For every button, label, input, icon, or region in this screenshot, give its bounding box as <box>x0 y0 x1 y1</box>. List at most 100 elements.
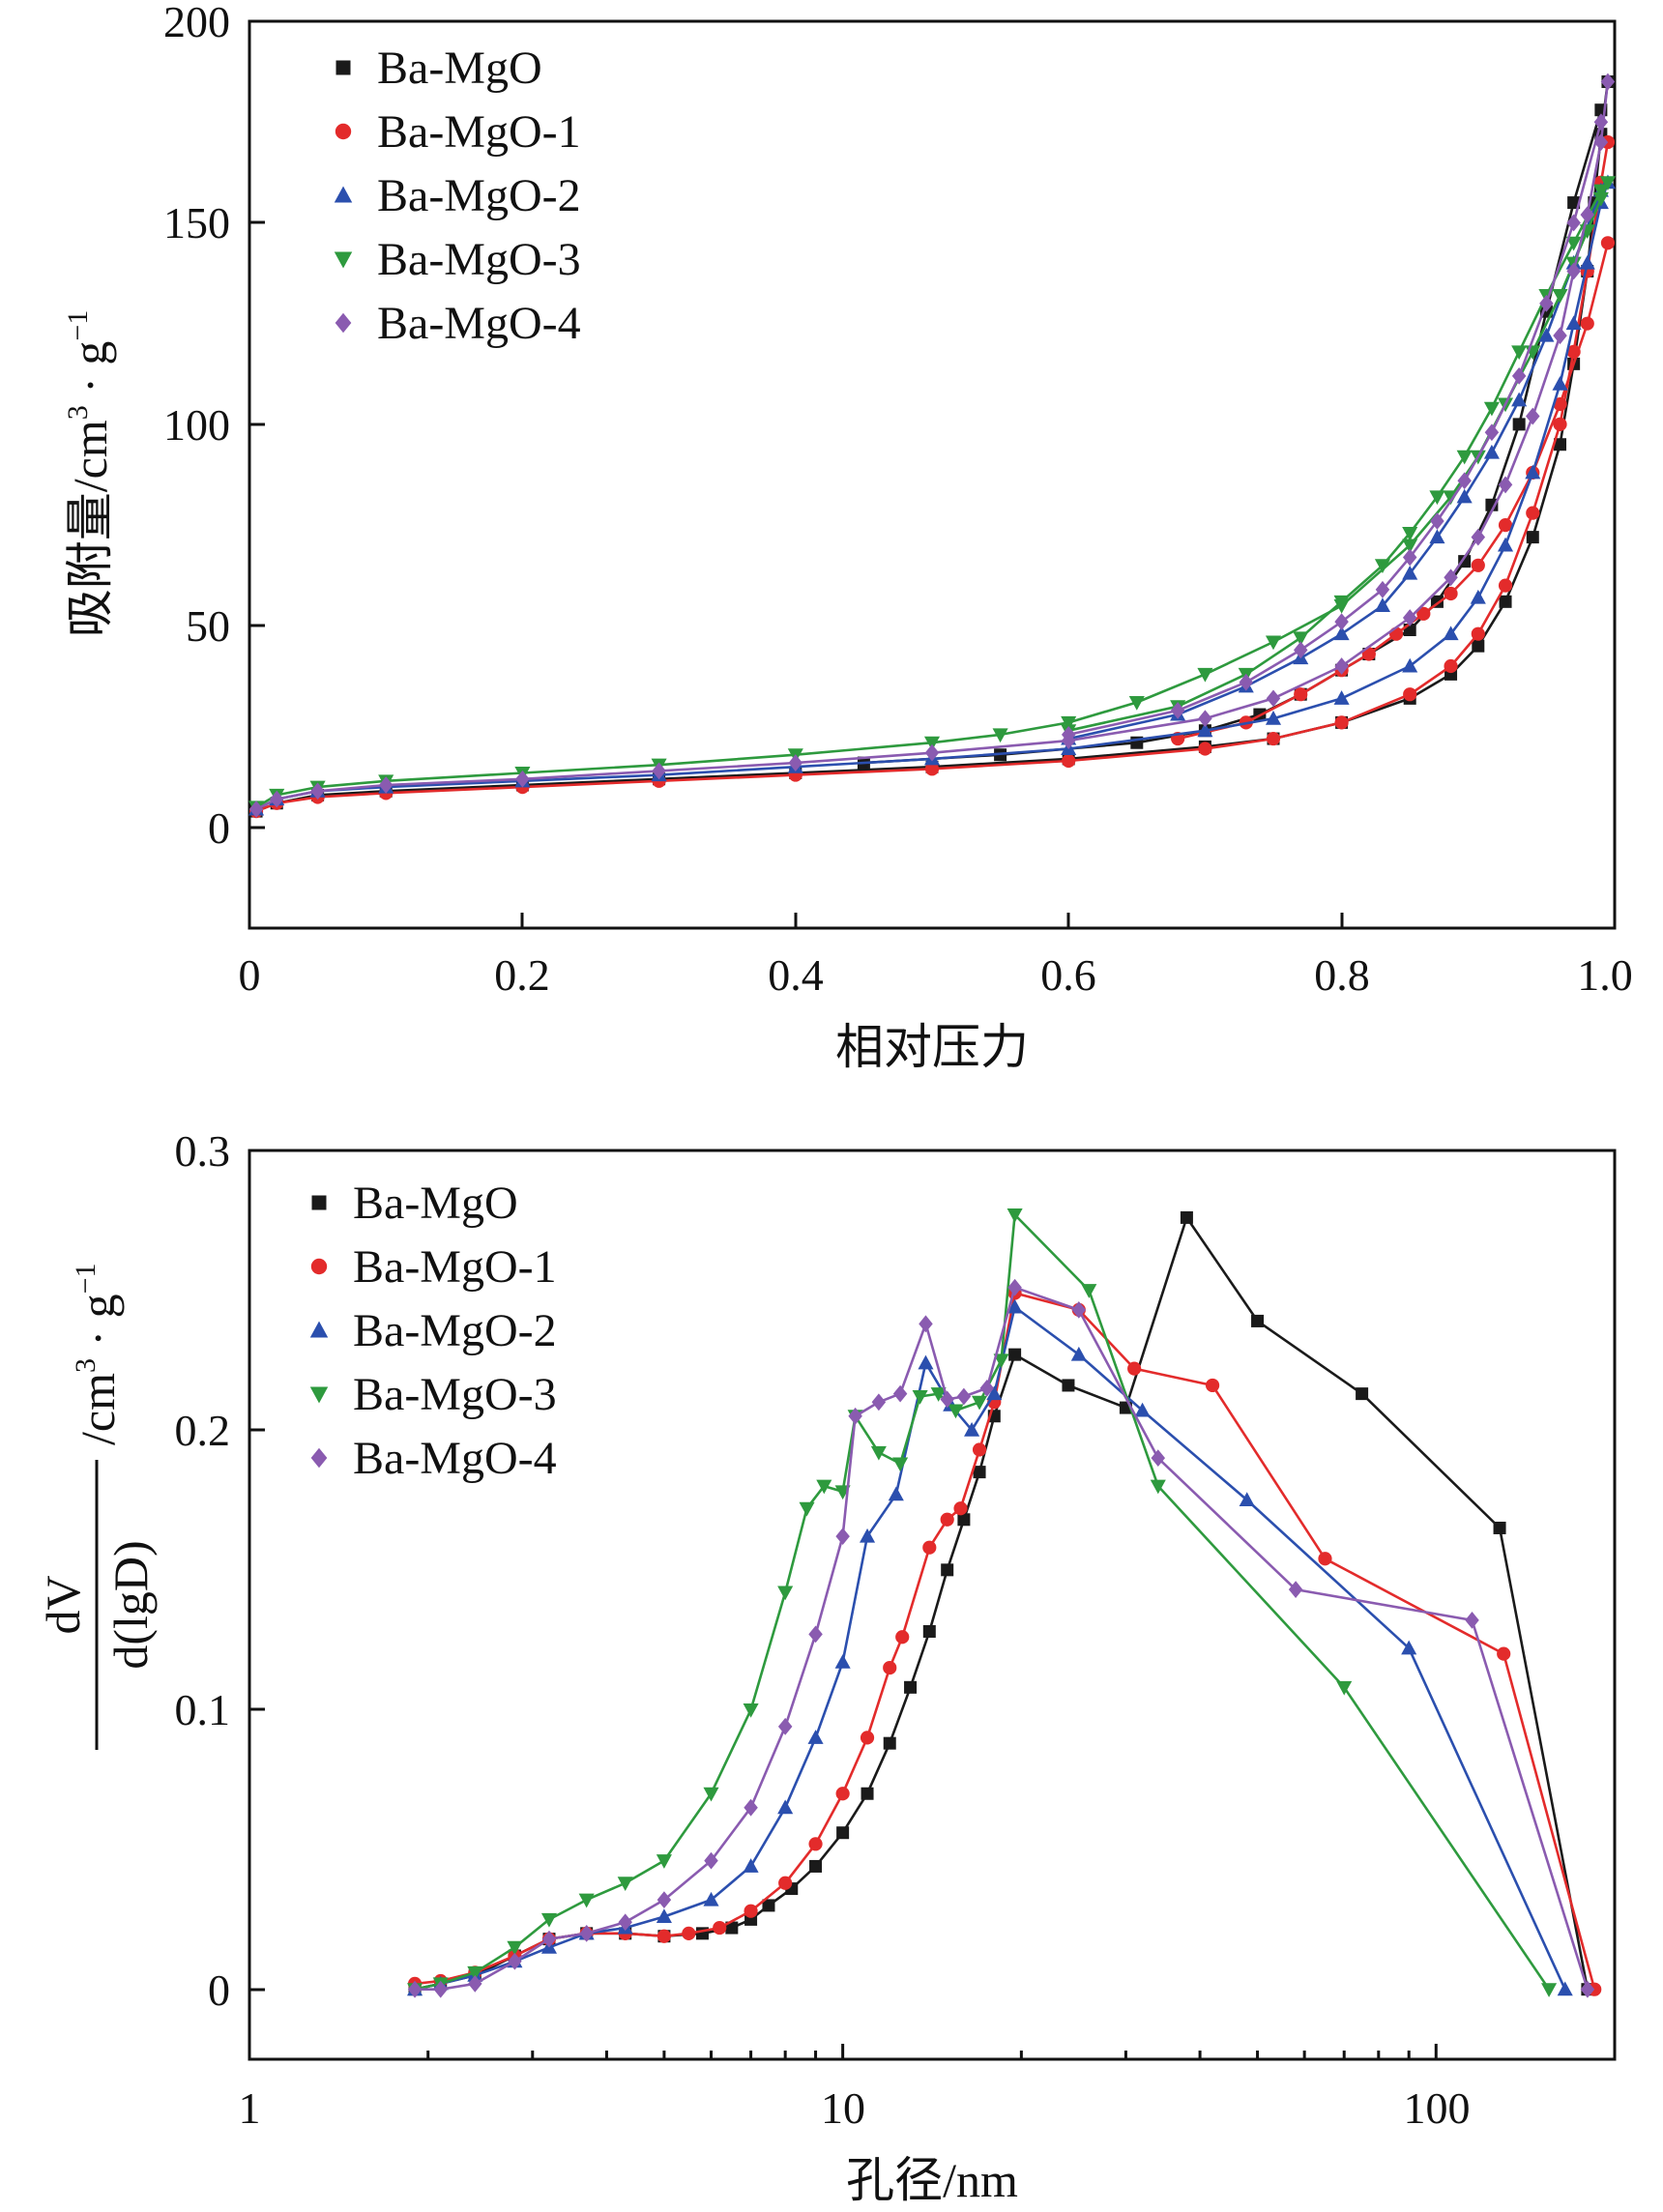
isotherm-adsorption-line-ba-mgo-1 <box>255 141 1610 813</box>
pore-line-ba-mgo-2 <box>414 1305 1566 1991</box>
pore-series-ba-mgo-4 <box>407 1278 1595 1998</box>
pore-point-ba-mgo-2 <box>1070 1346 1087 1361</box>
isotherm-legend-label: Ba-MgO-4 <box>377 298 581 349</box>
pore-point-ba-mgo-2 <box>834 1654 851 1669</box>
pore-series-ba-mgo <box>408 1210 1594 1996</box>
isotherm-point-ba-mgo-3 <box>1293 631 1309 647</box>
pore-point-ba-mgo-3 <box>617 1877 633 1892</box>
isotherm-point-ba-mgo-4 <box>1375 580 1390 598</box>
isotherm-adsorption-line-ba-mgo-4 <box>255 81 1610 811</box>
isotherm-x-ticks <box>248 913 1617 928</box>
pore-y-axis-frac-top: dV <box>36 1575 90 1634</box>
isotherm-point-ba-mgo-4 <box>1566 214 1581 232</box>
isotherm-legend-label: Ba-MgO <box>377 43 542 94</box>
pore-point-ba-mgo-3 <box>540 1912 558 1928</box>
pore-legend-marker-ba-mgo <box>311 1195 327 1210</box>
pore-point-ba-mgo-4 <box>940 1390 954 1409</box>
pore-y-ticks <box>249 1149 265 1992</box>
isotherm-x-axis-title: 相对压力 <box>835 1020 1029 1074</box>
pore-point-ba-mgo-1 <box>972 1442 987 1457</box>
pore-point-ba-mgo <box>1180 1210 1193 1224</box>
isotherm-point-ba-mgo-4 <box>1198 710 1212 728</box>
pore-point-ba-mgo-1 <box>1497 1646 1511 1661</box>
pore-legend-label: Ba-MgO-3 <box>353 1369 557 1420</box>
pore-point-ba-mgo-4 <box>541 1930 557 1948</box>
isotherm-point-ba-mgo-1 <box>1403 687 1417 702</box>
pore-point-ba-mgo-1 <box>883 1660 897 1675</box>
isotherm-chart: 200 150 100 50 0 0 0.2 0.4 0.6 0.8 1.0 相… <box>62 0 1633 1074</box>
isotherm-point-ba-mgo-1 <box>1198 742 1212 756</box>
pore-legend-markers <box>309 1195 329 1469</box>
pore-x-axis-title: 孔径/nm <box>846 2153 1018 2207</box>
isotherm-legend-marker-ba-mgo-3 <box>334 251 353 269</box>
isotherm-legend-label: Ba-MgO-3 <box>377 234 581 285</box>
isotherm-desorption-line-ba-mgo-3 <box>1067 189 1603 732</box>
isotherm-point-ba-mgo-1 <box>1416 606 1431 621</box>
pore-point-ba-mgo-3 <box>948 1404 964 1419</box>
isotherm-point-ba-mgo-2 <box>1511 392 1528 407</box>
isotherm-point-ba-mgo-1 <box>1498 518 1513 533</box>
pore-point-ba-mgo-1 <box>1205 1378 1220 1393</box>
pore-point-ba-mgo <box>904 1680 918 1694</box>
pore-point-ba-mgo-4 <box>1465 1612 1479 1629</box>
isotherm-point-ba-mgo-2 <box>1197 722 1213 738</box>
isotherm-point-ba-mgo-4 <box>1484 423 1500 442</box>
pore-point-ba-mgo-1 <box>778 1876 793 1890</box>
pore-point-ba-mgo-3 <box>1541 1983 1558 1997</box>
pore-line-ba-mgo-4 <box>415 1286 1590 1991</box>
pore-point-ba-mgo-4 <box>777 1717 793 1735</box>
pore-point-ba-mgo-1 <box>713 1920 727 1936</box>
pore-point-ba-mgo <box>809 1859 823 1873</box>
isotherm-point-ba-mgo-4 <box>1170 701 1185 719</box>
isotherm-point-ba-mgo-2 <box>1497 537 1514 552</box>
pore-y-tick-labels: 0.3 0.2 0.1 0 <box>175 1126 231 2015</box>
isotherm-point-ba-mgo-4 <box>788 754 803 771</box>
isotherm-y-axis-title-sup: −1 <box>62 310 94 341</box>
isotherm-point-ba-mgo-2 <box>1552 375 1568 391</box>
isotherm-point-ba-mgo-3 <box>1197 667 1213 683</box>
isotherm-legend: Ba-MgO Ba-MgO-1 Ba-MgO-2 Ba-MgO-3 Ba-MgO… <box>334 43 581 349</box>
pore-point-ba-mgo-3 <box>993 1353 1009 1369</box>
pore-point-ba-mgo-2 <box>703 1891 719 1906</box>
pore-point-ba-mgo <box>1356 1387 1369 1401</box>
pore-size-chart: 0.3 0.2 0.1 0 1 10 100 孔径/nm dV d(lgD) /… <box>36 1126 1617 2207</box>
pore-legend-label: Ba-MgO-2 <box>353 1305 557 1356</box>
isotherm-point-ba-mgo-3 <box>1592 184 1609 199</box>
isotherm-x-tick-label: 1.0 <box>1577 950 1633 1000</box>
isotherm-point-ba-mgo-3 <box>1374 559 1391 574</box>
isotherm-legend-marker-ba-mgo-1 <box>335 123 352 140</box>
pore-point-ba-mgo-2 <box>964 1421 980 1437</box>
isotherm-point-ba-mgo-4 <box>1402 609 1417 626</box>
pore-point-ba-mgo-3 <box>1150 1479 1166 1495</box>
isotherm-point-ba-mgo-4 <box>1239 673 1254 691</box>
isotherm-y-axis-title-sup: 3 <box>62 405 94 420</box>
isotherm-point-ba-mgo-1 <box>1498 578 1513 593</box>
isotherm-point-ba-mgo-4 <box>310 782 325 800</box>
isotherm-point-ba-mgo-2 <box>1402 565 1418 580</box>
pore-point-ba-mgo-2 <box>743 1858 759 1873</box>
pore-point-ba-mgo-4 <box>1007 1278 1022 1296</box>
isotherm-point-ba-mgo <box>1499 595 1512 608</box>
isotherm-point-ba-mgo-3 <box>1265 635 1282 651</box>
pore-point-ba-mgo-2 <box>1007 1298 1023 1314</box>
pore-point-ba-mgo <box>1251 1314 1265 1327</box>
pore-point-ba-mgo-1 <box>1127 1361 1142 1376</box>
pore-y-tick-label: 0.2 <box>175 1406 231 1455</box>
isotherm-point-ba-mgo-2 <box>1483 444 1500 459</box>
pore-legend-marker-ba-mgo-2 <box>309 1321 329 1338</box>
isotherm-point-ba-mgo-3 <box>1061 715 1077 731</box>
pore-point-ba-mgo-2 <box>888 1486 904 1501</box>
pore-point-ba-mgo-3 <box>656 1854 672 1869</box>
pore-point-ba-mgo <box>922 1624 936 1638</box>
pore-point-ba-mgo-4 <box>871 1393 887 1412</box>
isotherm-point-ba-mgo-4 <box>1334 657 1349 675</box>
pore-y-axis-frac-top-text: dV <box>36 1575 90 1634</box>
pore-point-ba-mgo-4 <box>979 1379 995 1397</box>
isotherm-point-ba-mgo-3 <box>1333 595 1350 610</box>
isotherm-plot-frame <box>248 19 1617 930</box>
pore-point-ba-mgo-3 <box>972 1395 988 1411</box>
isotherm-y-tick-label: 0 <box>208 803 230 853</box>
pore-y-axis-unit-mid: · g <box>71 1294 125 1358</box>
pore-point-ba-mgo-4 <box>744 1798 758 1817</box>
